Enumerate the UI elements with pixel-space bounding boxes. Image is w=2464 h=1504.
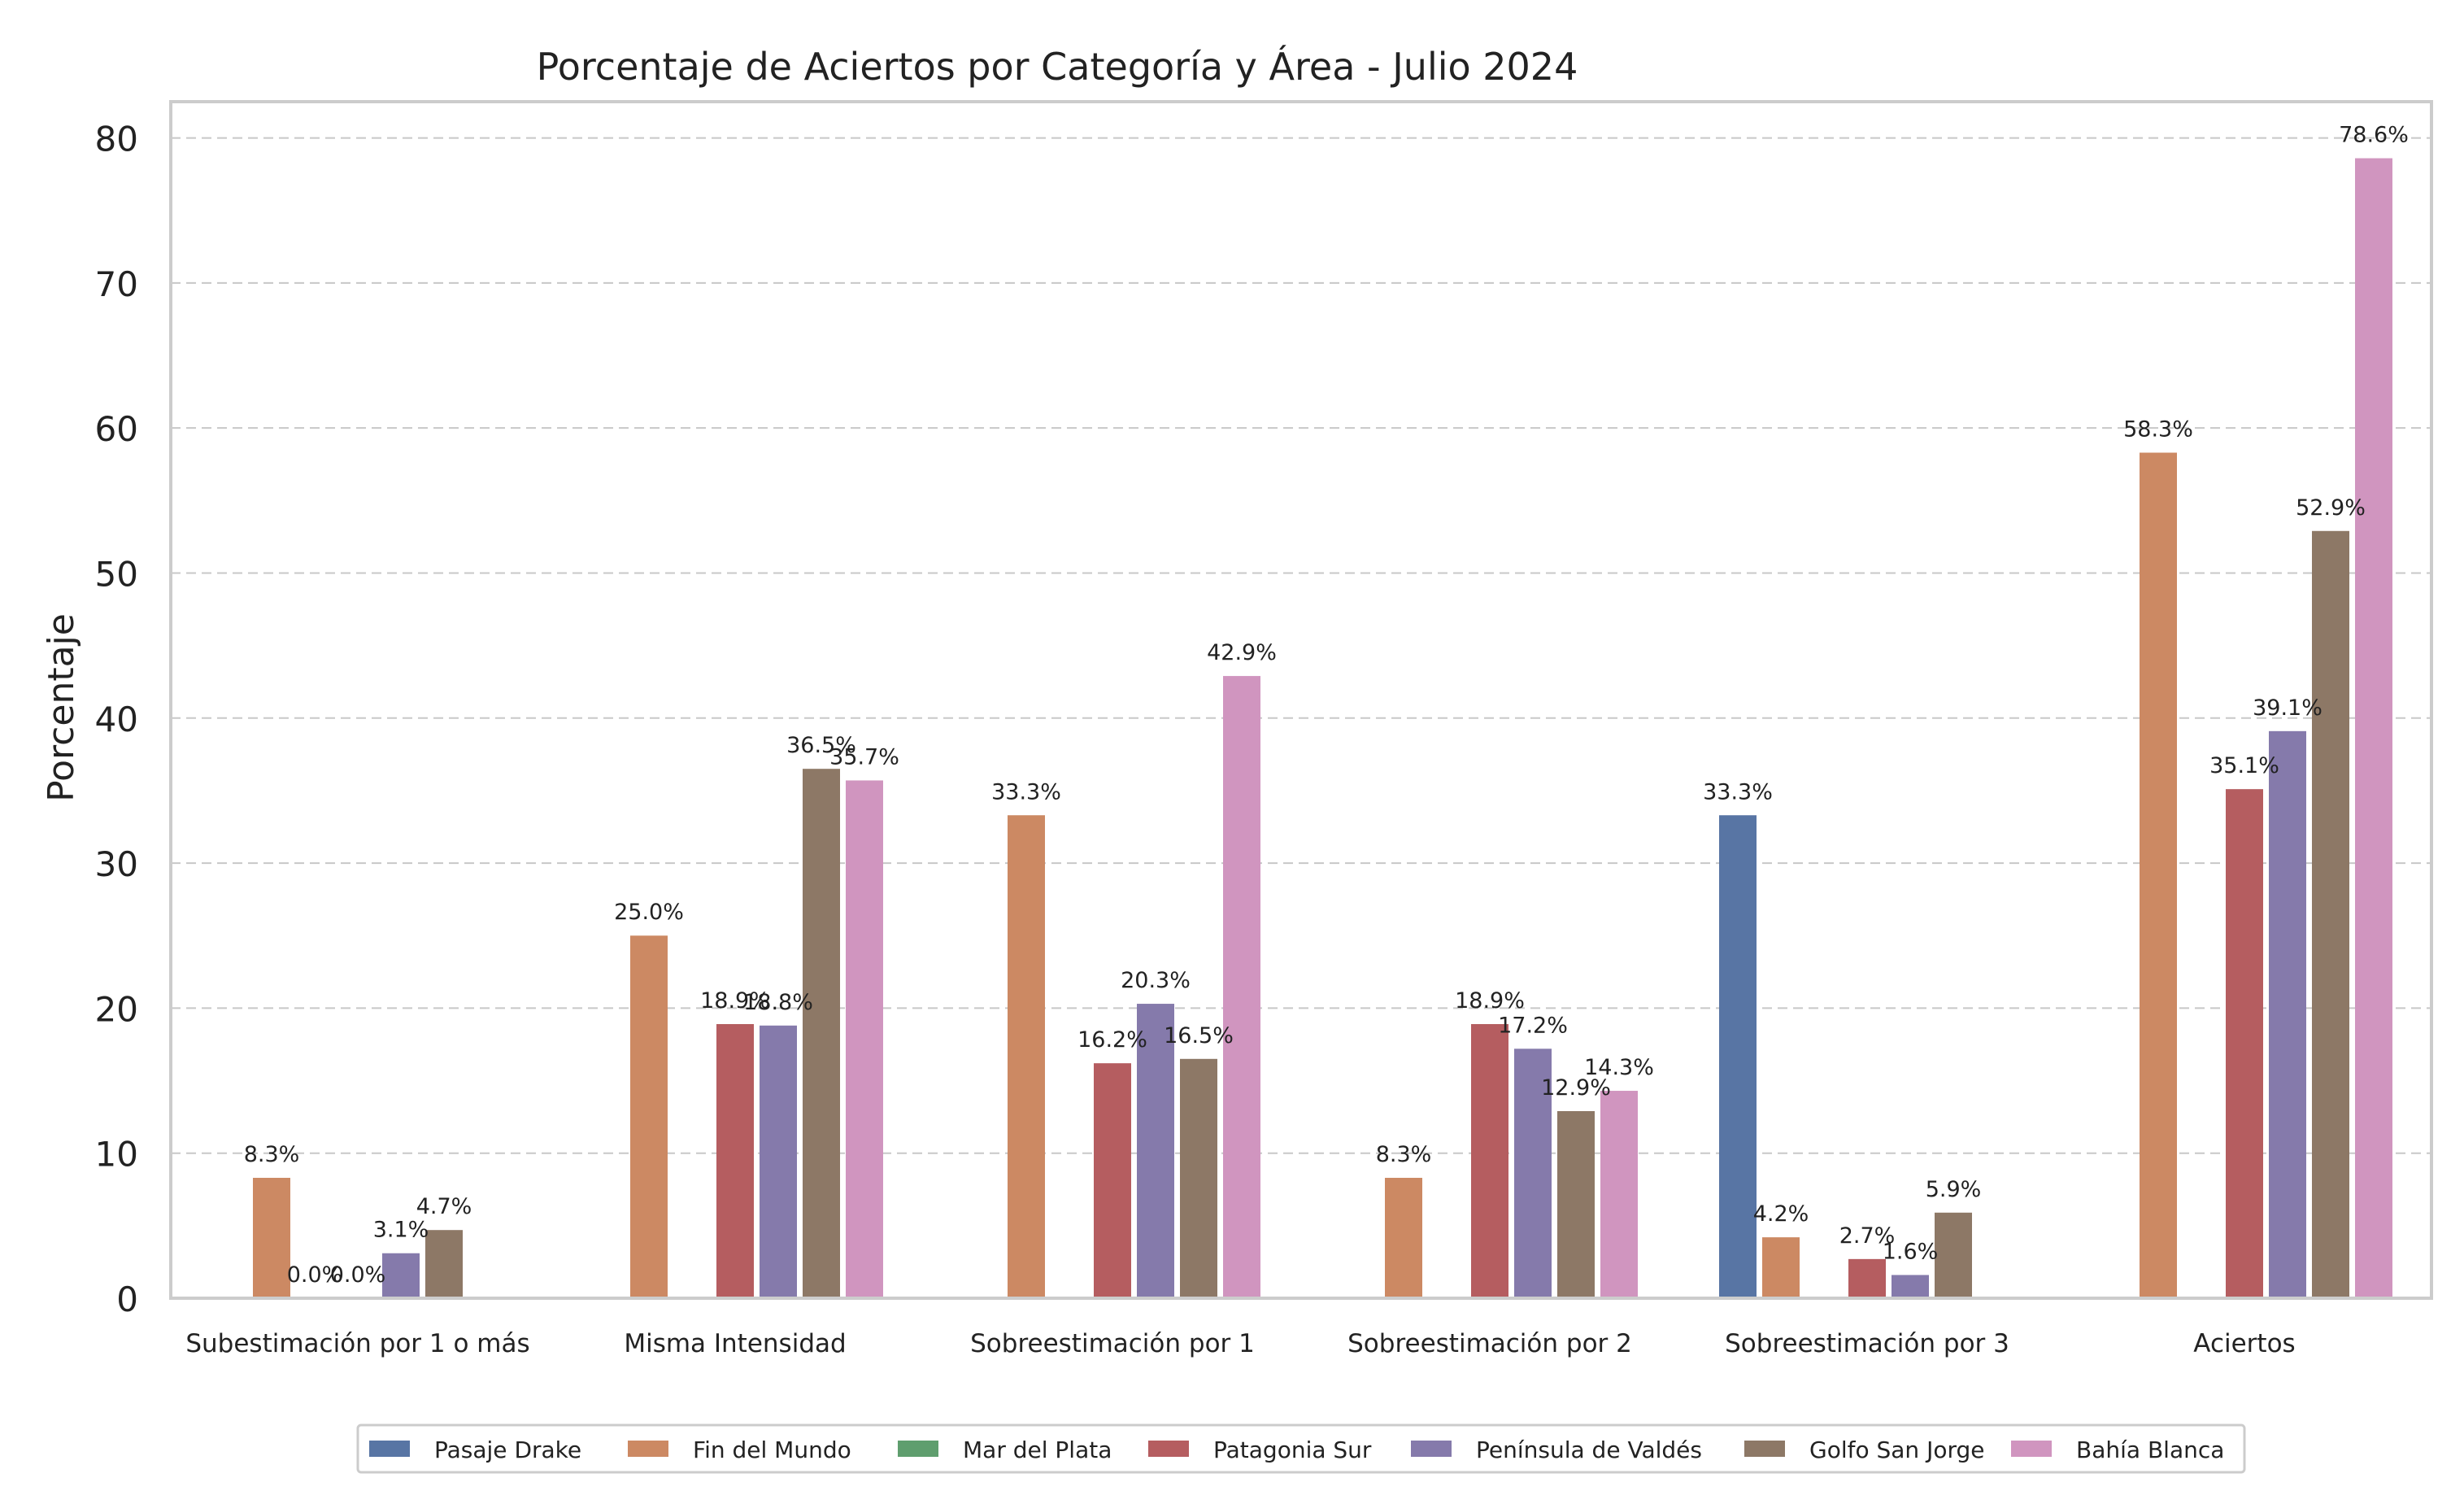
- data-label: 33.3%: [1703, 779, 1773, 804]
- bar: [1094, 1063, 1131, 1298]
- bar: [1514, 1048, 1552, 1298]
- y-tick-label: 50: [95, 554, 138, 594]
- x-tick-label: Misma Intensidad: [624, 1329, 846, 1358]
- y-tick-label: 30: [95, 844, 138, 884]
- legend-label: Fin del Mundo: [693, 1436, 851, 1463]
- x-axis-ticks: Subestimación por 1 o más Misma Intensida…: [185, 1329, 2295, 1358]
- legend-swatch: [1744, 1441, 1785, 1457]
- bar: [1719, 815, 1757, 1298]
- data-label: 8.3%: [244, 1142, 300, 1167]
- bar: [1180, 1058, 1217, 1298]
- x-tick-label: Subestimación por 1 o más: [185, 1329, 529, 1358]
- data-label: 78.6%: [2339, 123, 2409, 148]
- legend-label: Bahía Blanca: [2076, 1436, 2224, 1463]
- bar: [382, 1253, 420, 1298]
- bar: [253, 1178, 290, 1298]
- data-label: 18.9%: [700, 988, 770, 1014]
- bar: [1557, 1110, 1595, 1298]
- bar: [1600, 1091, 1638, 1298]
- bar: [425, 1230, 463, 1298]
- grid: [171, 137, 2431, 1154]
- bar: [1762, 1237, 1800, 1298]
- data-label: 17.2%: [1498, 1013, 1568, 1038]
- data-label: 33.3%: [991, 779, 1061, 804]
- x-tick-label: Sobreestimación por 2: [1347, 1329, 1632, 1358]
- y-tick-label: 40: [95, 700, 138, 739]
- y-axis-ticks: 0 10 20 30 40 50 60 70 80: [95, 120, 138, 1319]
- bar: [1471, 1024, 1508, 1298]
- legend-label: Patagonia Sur: [1213, 1436, 1372, 1463]
- data-label: 39.1%: [2253, 695, 2323, 721]
- y-tick-label: 60: [95, 409, 138, 449]
- bars: [253, 158, 2392, 1298]
- bar: [2140, 452, 2177, 1298]
- data-label: 4.2%: [1753, 1201, 1809, 1227]
- data-label: 36.5%: [786, 733, 856, 758]
- y-tick-label: 10: [95, 1135, 138, 1175]
- legend-swatch: [898, 1441, 938, 1457]
- bar: [1385, 1178, 1422, 1298]
- data-label: 1.6%: [1883, 1239, 1939, 1264]
- legend-swatch: [1148, 1441, 1189, 1457]
- data-label: 16.2%: [1077, 1027, 1147, 1053]
- bar: [630, 935, 668, 1298]
- bar: [1223, 676, 1260, 1298]
- legend-frame: [356, 1423, 2246, 1474]
- bar: [716, 1024, 754, 1298]
- data-label: 52.9%: [2296, 495, 2366, 521]
- data-label: 0.0%: [330, 1262, 386, 1288]
- data-label: 20.3%: [1121, 968, 1191, 993]
- data-label: 12.9%: [1541, 1075, 1611, 1101]
- data-label: 5.9%: [1926, 1177, 1982, 1202]
- data-label: 25.0%: [614, 900, 684, 925]
- legend-label: Mar del Plata: [963, 1436, 1112, 1463]
- x-tick-label: Sobreestimación por 3: [1725, 1329, 2009, 1358]
- y-tick-label: 0: [116, 1279, 138, 1319]
- legend: Pasaje Drake Fin del Mundo Mar del Plata Pa…: [356, 1423, 2246, 1474]
- data-label: 14.3%: [1584, 1055, 1654, 1080]
- y-axis-label: Porcentaje: [41, 613, 82, 802]
- legend-label: Península de Valdés: [1476, 1436, 1702, 1463]
- legend-label: Pasaje Drake: [434, 1436, 581, 1463]
- bar: [803, 769, 840, 1298]
- bar: [2226, 789, 2263, 1298]
- bar: [2312, 530, 2349, 1298]
- x-tick-label: Aciertos: [2193, 1329, 2295, 1358]
- bar: [846, 780, 883, 1298]
- data-label: 0.0%: [287, 1262, 343, 1288]
- data-label: 3.1%: [373, 1218, 429, 1243]
- legend-swatch: [1411, 1441, 1452, 1457]
- data-label: 4.7%: [416, 1194, 472, 1219]
- bar: [2355, 158, 2392, 1298]
- legend-swatch: [628, 1441, 668, 1457]
- data-label: 42.9%: [1207, 640, 1277, 665]
- y-tick-label: 70: [95, 264, 138, 304]
- bar: [760, 1025, 797, 1298]
- chart-title: Porcentaje de Aciertos por Categoría y Á…: [537, 45, 1578, 89]
- data-label: 35.7%: [829, 744, 899, 769]
- plot-frame: [169, 100, 2433, 1300]
- data-labels: 8.3%0.0%0.0%3.1%4.7%25.0%18.9%18.8%36.5%…: [244, 123, 2409, 1288]
- bar: [1935, 1212, 1972, 1298]
- data-label: 18.9%: [1455, 988, 1525, 1014]
- data-label: 16.5%: [1164, 1023, 1234, 1048]
- legend-swatch: [369, 1441, 410, 1457]
- legend-swatch: [2011, 1441, 2052, 1457]
- data-label: 18.8%: [743, 990, 813, 1015]
- data-label: 58.3%: [2123, 416, 2193, 442]
- data-label: 2.7%: [1839, 1223, 1896, 1249]
- legend-label: Golfo San Jorge: [1809, 1436, 1984, 1463]
- y-tick-label: 80: [95, 120, 138, 159]
- bar: [1892, 1275, 1929, 1298]
- bar: [1008, 815, 1045, 1298]
- y-tick-label: 20: [95, 989, 138, 1029]
- bar: [1137, 1004, 1174, 1298]
- bar: [1848, 1258, 1886, 1298]
- bar: [2269, 730, 2306, 1298]
- data-label: 8.3%: [1376, 1142, 1432, 1167]
- data-label: 35.1%: [2209, 753, 2279, 778]
- x-tick-label: Sobreestimación por 1: [970, 1329, 1255, 1358]
